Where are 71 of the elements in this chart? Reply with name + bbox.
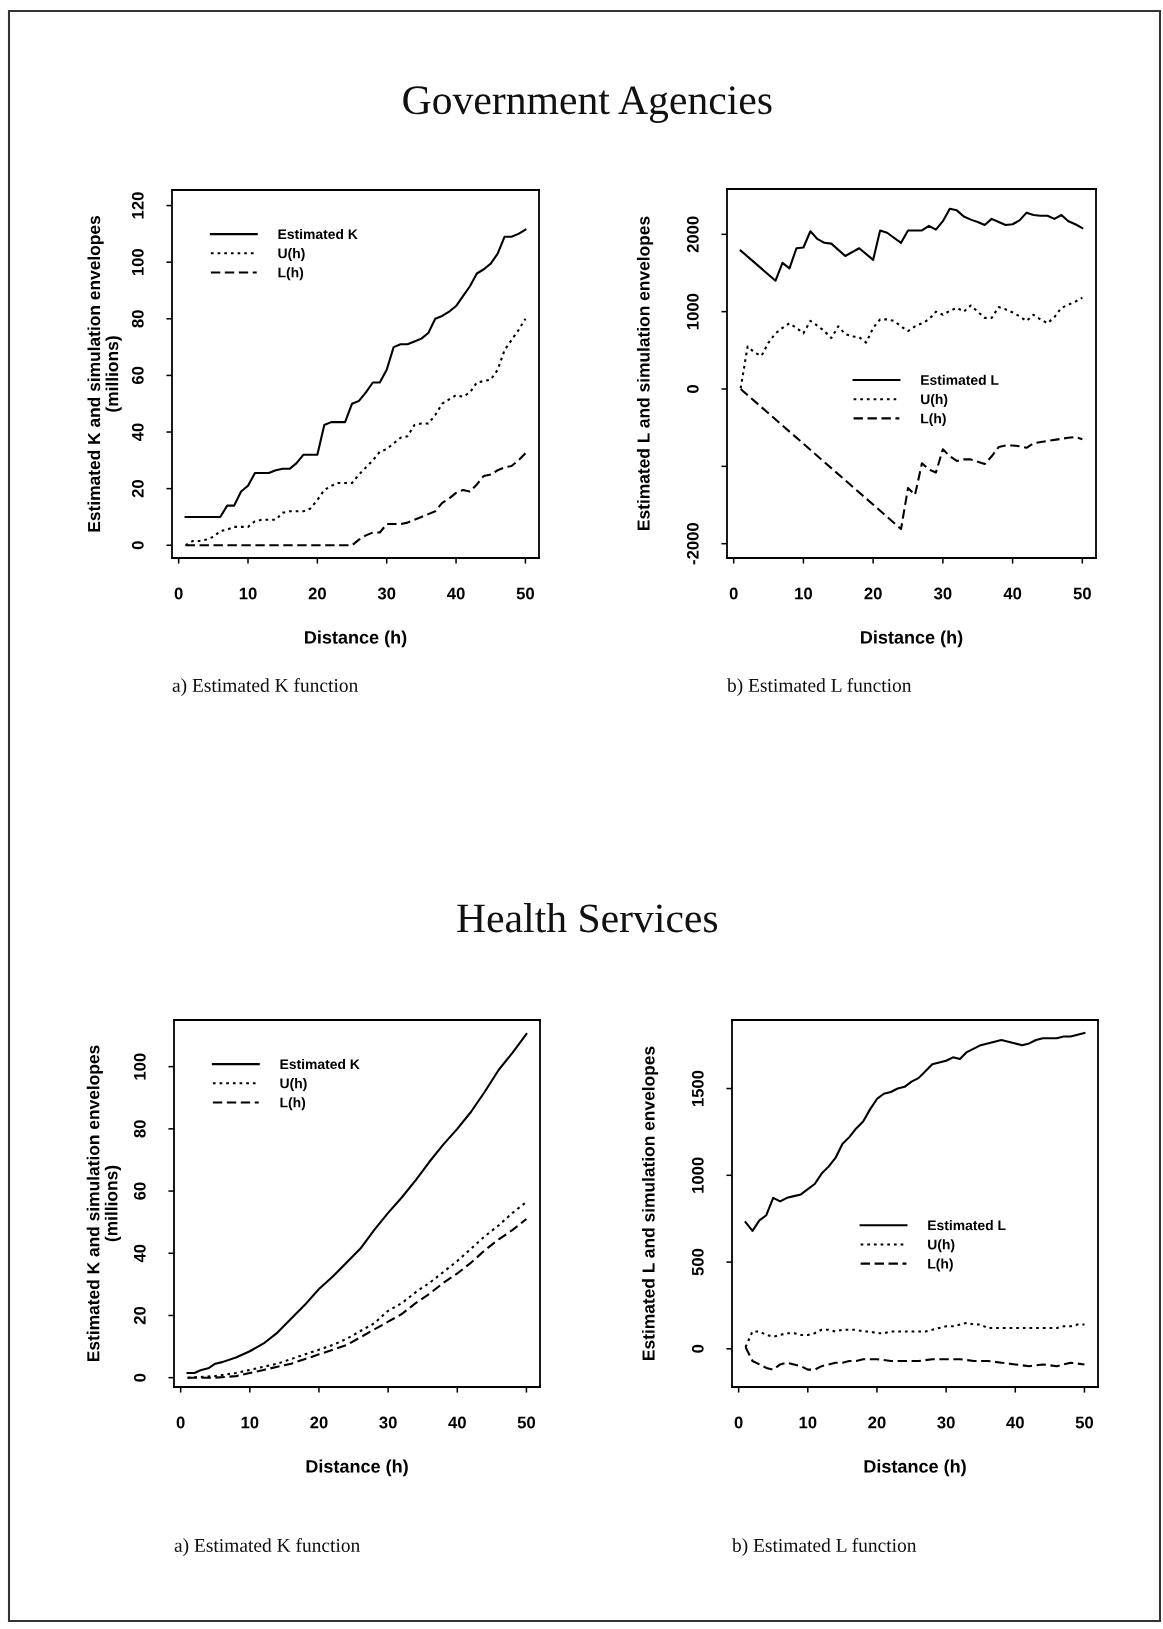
legend-label: L(h) bbox=[921, 413, 946, 427]
x-tick-label: 30 bbox=[377, 587, 396, 600]
legend-label: L(h) bbox=[280, 1097, 306, 1111]
text: b) Estimated L function bbox=[732, 1538, 917, 1556]
y-tick-label: 0 bbox=[691, 1344, 704, 1353]
x-tick-label: 30 bbox=[937, 1416, 955, 1429]
y-tick-label: 2000 bbox=[686, 216, 699, 253]
legend-label: L(h) bbox=[928, 1258, 953, 1272]
chart-title: Government Agencies bbox=[403, 86, 772, 123]
x-tick-label: 0 bbox=[174, 587, 183, 600]
x-tick-label: 30 bbox=[379, 1416, 397, 1429]
chart-title: Health Services bbox=[457, 903, 718, 933]
x-axis-title: Distance (h) bbox=[305, 630, 407, 648]
y-tick-label: 1000 bbox=[691, 1157, 704, 1193]
x-tick-label: 50 bbox=[1075, 1416, 1094, 1429]
x-tick-label: 50 bbox=[1073, 587, 1091, 600]
y-tick-label: 60 bbox=[131, 366, 144, 385]
y-tick-label: 1000 bbox=[686, 293, 699, 330]
y-tick-label: 20 bbox=[133, 1306, 146, 1325]
y-tick-label: 0 bbox=[686, 385, 699, 393]
x-tick-label: 50 bbox=[516, 587, 534, 600]
y-tick-label: 80 bbox=[131, 310, 144, 328]
x-tick-label: 10 bbox=[239, 587, 257, 600]
x-tick-label: 40 bbox=[1003, 587, 1022, 600]
x-tick-label: 30 bbox=[933, 587, 952, 600]
y-tick-label: 120 bbox=[131, 192, 144, 219]
legend-label: Estimated L bbox=[928, 1220, 1006, 1231]
y-tick-label: 0 bbox=[133, 1373, 146, 1382]
x-tick-label: 20 bbox=[864, 587, 882, 600]
y-tick-label: 500 bbox=[691, 1248, 704, 1276]
x-axis-title: Distance (h) bbox=[861, 630, 963, 648]
legend-label: Estimated L bbox=[921, 374, 999, 385]
legend-label: U(h) bbox=[921, 393, 948, 407]
legend-label: L(h) bbox=[278, 267, 304, 281]
x-tick-label: 0 bbox=[729, 587, 738, 600]
legend-label: Estimated K bbox=[280, 1058, 360, 1070]
y-tick-label: 40 bbox=[131, 423, 144, 442]
x-tick-label: 10 bbox=[241, 1416, 259, 1429]
y-tick-label: 80 bbox=[133, 1120, 146, 1138]
x-tick-label: 40 bbox=[1006, 1416, 1024, 1429]
legend-label: U(h) bbox=[278, 248, 305, 262]
legend-label: U(h) bbox=[928, 1239, 955, 1253]
text: a) Estimated K function bbox=[174, 1538, 360, 1556]
y-tick-label: 60 bbox=[133, 1182, 146, 1200]
y-axis-title: Estimated K and simulation envelopes (millions) bbox=[86, 1045, 121, 1362]
y-tick-label: 1500 bbox=[691, 1070, 704, 1107]
y-tick-label: 100 bbox=[133, 1053, 146, 1080]
y-tick-label: 20 bbox=[131, 480, 144, 498]
legend-label: U(h) bbox=[280, 1078, 307, 1092]
x-axis-title: Distance (h) bbox=[306, 1459, 408, 1477]
y-tick-label: -2000 bbox=[686, 523, 699, 565]
x-tick-label: 0 bbox=[734, 1416, 743, 1429]
x-tick-label: 0 bbox=[176, 1416, 185, 1429]
y-tick-label: 40 bbox=[133, 1244, 146, 1263]
y-tick-label: 0 bbox=[131, 541, 144, 550]
x-tick-label: 20 bbox=[308, 587, 326, 600]
x-tick-label: 40 bbox=[447, 587, 465, 600]
text: b) Estimated L function bbox=[727, 678, 912, 696]
legend-label: Estimated K bbox=[278, 228, 358, 240]
y-axis-title: Estimated K and simulation envelopes (millions) bbox=[87, 216, 122, 532]
x-tick-label: 10 bbox=[799, 1416, 817, 1429]
x-tick-label: 20 bbox=[310, 1416, 328, 1429]
text: a) Estimated K function bbox=[172, 678, 358, 696]
x-tick-label: 20 bbox=[868, 1416, 886, 1429]
x-tick-label: 50 bbox=[517, 1416, 536, 1429]
y-tick-label: 100 bbox=[131, 248, 144, 276]
y-axis-title: Estimated L and simulation envelopes bbox=[636, 216, 654, 530]
x-tick-label: 40 bbox=[448, 1416, 466, 1429]
y-axis-title: Estimated L and simulation envelopes bbox=[641, 1046, 659, 1360]
x-axis-title: Distance (h) bbox=[864, 1459, 966, 1477]
x-tick-label: 10 bbox=[795, 587, 813, 600]
